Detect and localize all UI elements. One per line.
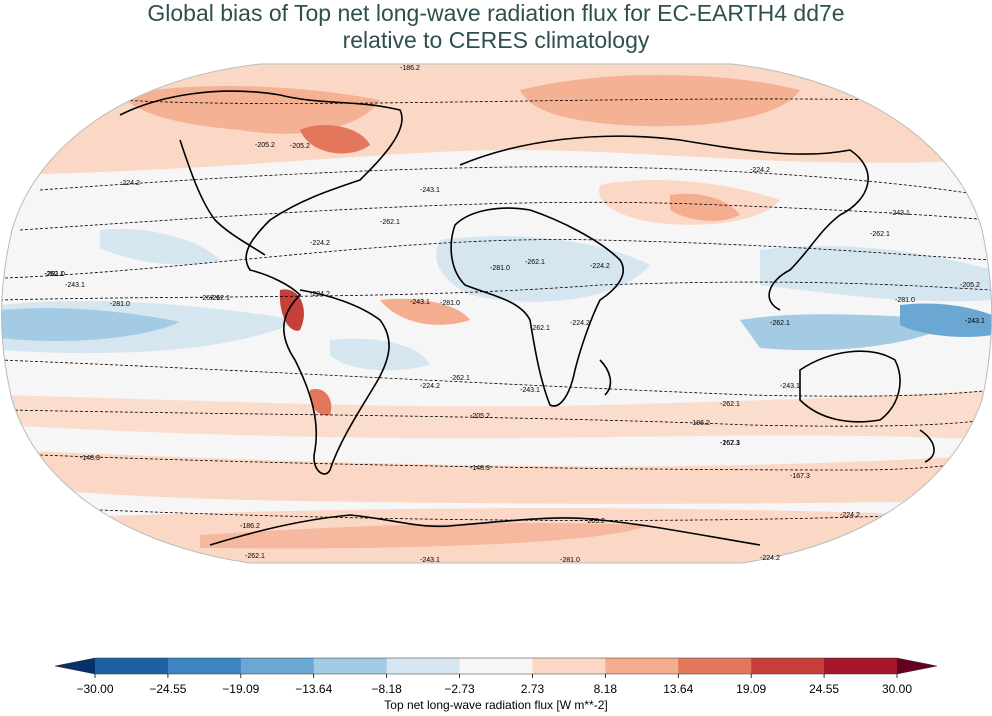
contour-label: -205.2 [960, 282, 980, 289]
contour-label: -224.2 [750, 167, 770, 174]
colorbar-tick-label: −19.09 [222, 682, 259, 696]
contour-label: -167.3 [720, 440, 740, 447]
contour-label: -262.1 [720, 440, 740, 447]
contour-label: -205.2 [255, 142, 275, 149]
colorbar-segment [605, 658, 679, 674]
contour-label: -205.2 [470, 413, 490, 420]
colorbar-segment [751, 658, 825, 674]
colorbar-tick-label: −24.55 [149, 682, 186, 696]
contour-label: -262.1 [200, 295, 220, 302]
colorbar-segment [167, 658, 242, 674]
contour-label: -262.1 [530, 325, 550, 332]
colorbar-tick-label: −8.18 [371, 682, 402, 696]
colorbar-segment [678, 658, 752, 674]
colorbar-segment [532, 658, 606, 674]
contour-label: -205.2 [585, 518, 605, 525]
contour-label: -186.2 [690, 420, 710, 427]
contour-label: -281.0 [490, 265, 510, 272]
colorbar-ticks: −30.00 −24.55 −19.09 −13.64 −8.18 −2.73 2.73 8.… [76, 674, 912, 696]
contour-label: -243.1 [965, 318, 985, 325]
contour-label: -186.2 [240, 523, 260, 530]
contour-label: -224.2 [840, 512, 860, 519]
contour-label: -243.1 [420, 557, 440, 564]
colorbar-over-arrow [897, 658, 937, 674]
contour-label: -224.2 [420, 383, 440, 390]
colorbar-segments [54, 657, 938, 675]
colorbar-segment [95, 658, 169, 674]
contour-label: -281.0 [895, 297, 915, 304]
colorbar-tick-label: 2.73 [521, 682, 545, 696]
contour-label: -224.2 [760, 555, 780, 562]
contour-label: -262.1 [525, 259, 545, 266]
contour-label: -148.3 [80, 455, 100, 462]
contour-label: -224.2 [120, 180, 140, 187]
contour-label: -243.1 [890, 210, 910, 217]
colorbar-tick-label: 8.18 [594, 682, 618, 696]
contour-label: -148.3 [470, 465, 490, 472]
contour-lines [1, 98, 992, 521]
colorbar-tick-label: 19.09 [736, 682, 766, 696]
contour-label: -243.1 [420, 187, 440, 194]
colorbar-tick-label: 30.00 [882, 682, 912, 696]
colorbar-segment [313, 658, 388, 674]
contour-label: -262.1 [245, 553, 265, 560]
contour-label: -243.1 [520, 387, 540, 394]
contour-label: -224.2 [590, 263, 610, 270]
contour-label: -281.0 [45, 271, 65, 278]
colorbar-tick-label: −13.64 [295, 682, 332, 696]
contour-label: -262.1 [870, 231, 890, 238]
contour-label: -243.1 [410, 299, 430, 306]
colorbar-segment [240, 658, 315, 674]
globe-fill [1, 64, 992, 563]
colorbar-tick-label: 24.55 [809, 682, 839, 696]
colorbar-segment [459, 658, 533, 674]
map-title: Global bias of Top net long-wave radiati… [0, 0, 992, 54]
contour-label: -224.2 [570, 320, 590, 327]
contour-label: -167.3 [790, 473, 810, 480]
contour-label: -224.2 [310, 240, 330, 247]
contour-label: -243.1 [780, 383, 800, 390]
colorbar-segment [824, 658, 898, 674]
contour-labels: -186.2-205.2-224.2-243.1-262.1-281.0-205… [44, 65, 985, 564]
contour-label: -281.0 [440, 300, 460, 307]
contour-label: -262.1 [44, 271, 64, 278]
contour-label: -224.2 [310, 291, 330, 298]
contour-label: -281.0 [560, 557, 580, 564]
colorbar-tick-label: −30.00 [76, 682, 113, 696]
globe-outline [1, 63, 992, 564]
colorbar-under-arrow [55, 658, 95, 674]
contour-label: -281.0 [110, 301, 130, 308]
colorbar-tick-label: −2.73 [444, 682, 475, 696]
contour-label: -262.1 [450, 375, 470, 382]
colorbar-label: Top net long-wave radiation flux [W m**-… [384, 698, 608, 712]
title-line-2: relative to CERES climatology [342, 27, 650, 53]
coastlines [119, 90, 935, 546]
contour-label: -262.1 [380, 219, 400, 226]
contour-label: -205.2 [290, 143, 310, 150]
contour-label: -243.1 [65, 282, 85, 289]
contour-label: -262.1 [720, 401, 740, 408]
contour-label: -262.1 [770, 320, 790, 327]
title-line-1: Global bias of Top net long-wave radiati… [147, 0, 845, 26]
contour-label: -186.2 [400, 65, 420, 72]
colorbar-segment [386, 658, 461, 674]
colorbar-tick-label: 13.64 [663, 682, 693, 696]
contour-label: -262.1 [210, 295, 230, 302]
